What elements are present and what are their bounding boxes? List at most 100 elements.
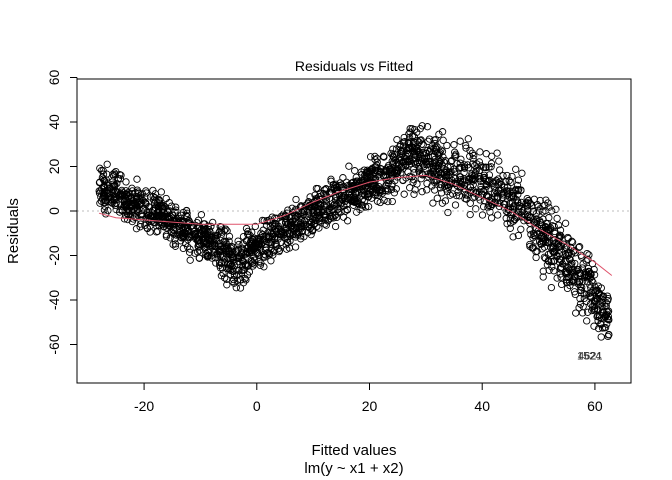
data-point <box>402 174 410 182</box>
data-point <box>366 153 375 161</box>
data-point <box>551 229 559 238</box>
data-point <box>389 159 397 167</box>
data-point <box>436 157 444 166</box>
data-point <box>234 237 242 245</box>
data-point <box>223 281 231 289</box>
data-point <box>115 208 124 216</box>
data-point <box>487 159 496 168</box>
data-point <box>283 238 292 246</box>
data-point <box>572 309 580 317</box>
data-point <box>116 175 125 183</box>
data-point <box>400 133 408 142</box>
data-point <box>583 317 591 325</box>
data-point <box>428 182 436 190</box>
data-point <box>247 239 256 248</box>
data-point <box>565 255 574 263</box>
data-point <box>570 276 578 284</box>
data-point <box>100 176 108 185</box>
smoother-line <box>98 174 613 276</box>
data-point <box>352 198 361 206</box>
data-point <box>155 196 163 204</box>
data-point <box>578 309 587 317</box>
data-point <box>294 230 302 239</box>
data-point <box>384 179 392 187</box>
data-point <box>430 152 439 160</box>
data-point <box>204 252 212 261</box>
data-point <box>405 133 414 142</box>
data-point <box>502 214 510 222</box>
data-point <box>365 190 373 198</box>
y-axis: -60 -40 -20 0 20 40 60 <box>46 70 78 355</box>
data-point <box>374 166 383 174</box>
data-point <box>464 135 472 143</box>
data-point <box>355 200 363 208</box>
data-point <box>557 273 565 281</box>
x-tick-label: -20 <box>134 398 154 414</box>
data-point <box>571 290 579 299</box>
data-point <box>511 216 519 224</box>
data-point <box>462 144 470 152</box>
data-point <box>269 230 277 238</box>
data-point <box>568 237 576 245</box>
data-point <box>598 295 606 304</box>
data-point <box>525 212 533 220</box>
data-point <box>332 180 340 188</box>
data-point <box>197 211 206 219</box>
data-point <box>321 210 329 219</box>
data-point <box>170 226 178 235</box>
data-point <box>479 187 487 195</box>
chart-title: Residuals vs Fitted <box>295 58 413 74</box>
data-point <box>468 171 476 180</box>
data-point <box>503 220 511 228</box>
data-point <box>399 138 408 146</box>
data-point <box>597 333 605 341</box>
data-point <box>318 217 326 225</box>
data-point <box>422 157 430 165</box>
data-point <box>568 238 577 246</box>
data-point <box>342 178 351 186</box>
data-point <box>375 186 383 194</box>
data-point <box>308 215 317 223</box>
data-point <box>410 150 418 158</box>
data-point <box>462 195 471 203</box>
data-point <box>603 320 611 328</box>
data-point <box>122 178 130 186</box>
data-point <box>211 242 219 250</box>
data-point <box>470 151 478 160</box>
data-point <box>243 271 252 279</box>
y-axis-label: Residuals <box>5 198 22 264</box>
data-point <box>100 206 109 214</box>
data-point <box>441 173 450 181</box>
data-point <box>256 233 265 242</box>
data-point <box>150 196 158 204</box>
data-point <box>315 217 323 226</box>
data-point <box>169 230 178 238</box>
data-point <box>418 169 426 178</box>
data-point <box>238 256 246 264</box>
data-point <box>365 168 373 176</box>
data-point <box>227 242 236 251</box>
data-point <box>593 287 601 295</box>
data-point <box>550 240 558 248</box>
data-point <box>475 158 484 166</box>
data-point <box>460 163 469 171</box>
data-point <box>578 278 586 286</box>
data-point <box>364 179 372 187</box>
data-point <box>101 177 109 185</box>
data-point <box>309 199 318 207</box>
data-point <box>584 308 592 316</box>
x-tick-label: 0 <box>253 398 261 414</box>
data-point <box>316 195 324 203</box>
data-point <box>183 243 192 251</box>
data-point <box>605 316 613 324</box>
data-point <box>424 137 432 145</box>
data-point <box>547 257 555 266</box>
data-point <box>526 226 534 234</box>
data-point <box>208 254 216 262</box>
data-point <box>531 232 540 240</box>
data-point <box>247 256 255 264</box>
data-point <box>542 223 550 231</box>
data-point <box>186 245 194 253</box>
data-point <box>207 234 215 242</box>
data-point <box>389 145 397 153</box>
